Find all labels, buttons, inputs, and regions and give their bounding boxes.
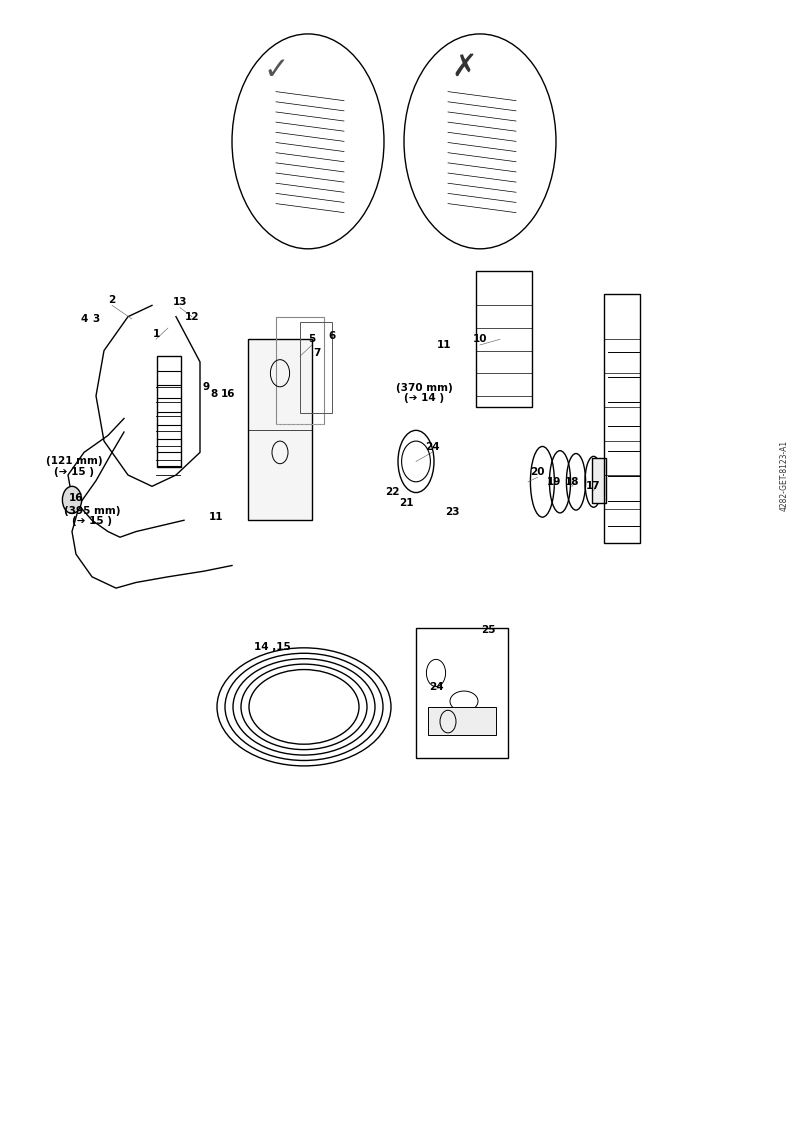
Bar: [276, 317, 324, 424]
Text: 25: 25: [481, 625, 495, 634]
Text: 10: 10: [473, 335, 487, 344]
Bar: [476, 271, 532, 407]
Text: 4: 4: [80, 314, 88, 323]
Text: 22: 22: [385, 487, 399, 497]
Text: 8: 8: [210, 389, 218, 398]
Text: 24: 24: [425, 442, 439, 451]
Text: 11: 11: [437, 340, 451, 349]
Text: 23: 23: [445, 508, 459, 517]
Text: ✗: ✗: [451, 53, 477, 81]
Text: 2: 2: [108, 295, 116, 304]
Text: 4282-GET-8123-A1: 4282-GET-8123-A1: [779, 440, 789, 510]
Text: (370 mm): (370 mm): [396, 383, 452, 392]
Text: 1: 1: [152, 329, 160, 338]
Circle shape: [62, 486, 82, 513]
Text: 20: 20: [530, 467, 545, 476]
Bar: [157, 356, 181, 467]
Text: 21: 21: [399, 499, 414, 508]
Bar: [428, 707, 496, 735]
Text: 5: 5: [308, 335, 316, 344]
Text: 6: 6: [328, 331, 336, 340]
Bar: [416, 628, 508, 758]
Bar: [604, 294, 640, 543]
Text: 16: 16: [69, 493, 83, 502]
Text: 13: 13: [173, 297, 187, 307]
Text: 12: 12: [185, 312, 199, 321]
Text: 19: 19: [547, 477, 562, 486]
Text: (395 mm): (395 mm): [64, 507, 120, 516]
Bar: [592, 458, 606, 503]
Text: (➔ 15 ): (➔ 15 ): [72, 517, 112, 526]
Text: 9: 9: [203, 382, 210, 391]
Text: 7: 7: [313, 348, 321, 357]
Bar: [248, 339, 312, 520]
Bar: [300, 322, 332, 413]
Text: 18: 18: [565, 477, 579, 486]
Text: 3: 3: [92, 314, 100, 323]
Text: (➔ 14 ): (➔ 14 ): [404, 394, 444, 403]
Text: (121 mm): (121 mm): [46, 457, 102, 466]
Text: (➔ 15 ): (➔ 15 ): [54, 467, 94, 476]
Text: 17: 17: [586, 482, 601, 491]
Text: 14 ,15: 14 ,15: [254, 642, 290, 651]
Text: 24: 24: [429, 682, 443, 691]
Text: 16: 16: [221, 389, 235, 398]
Text: 11: 11: [209, 512, 223, 521]
Text: ✓: ✓: [263, 57, 289, 85]
